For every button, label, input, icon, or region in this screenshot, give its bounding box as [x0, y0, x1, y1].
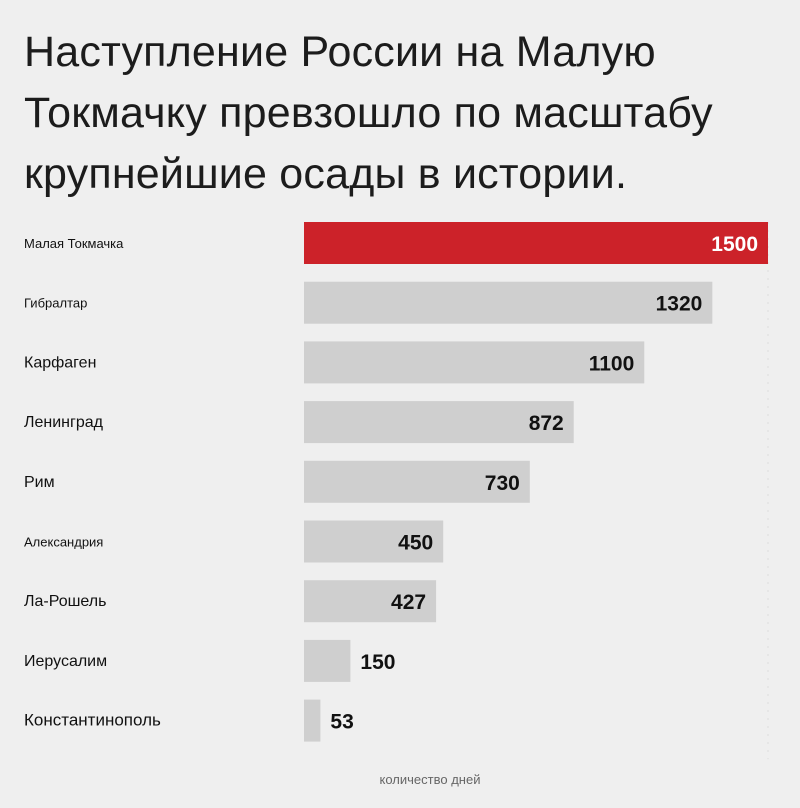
chart-title-line-3: крупнейшие осады в истории. [24, 150, 628, 198]
bar [304, 401, 574, 444]
bar [304, 281, 713, 324]
bar [304, 699, 321, 742]
value-label: 872 [529, 412, 564, 435]
bar-row: Александрия 450 [24, 520, 444, 563]
bar-row: Карфаген 1100 [24, 341, 645, 384]
bar-row: Рим 730 [24, 460, 530, 503]
chart-title-line-2: Токмачку превзошло по масштабу [24, 89, 713, 137]
category-label: Малая Токмачка [24, 236, 124, 251]
chart-title-line-1: Наступление России на Малую [24, 28, 656, 76]
bar-row: Гибралтар 1320 [24, 281, 713, 324]
value-label: 427 [391, 591, 426, 614]
value-label: 53 [330, 711, 353, 734]
bar [304, 341, 645, 384]
bar [304, 580, 437, 623]
bar-row: Константинополь 53 [24, 699, 354, 742]
bar [304, 222, 768, 264]
category-label: Константинополь [24, 711, 161, 730]
category-label: Гибралтар [24, 296, 87, 311]
category-label: Рим [24, 474, 55, 491]
value-label: 730 [485, 472, 520, 495]
value-label: 1100 [589, 352, 635, 375]
category-label: Иерусалим [24, 653, 107, 670]
chart-title: Наступление России на Малую Токмачку пре… [24, 22, 784, 205]
bar-row: Ленинград 872 [24, 401, 574, 444]
category-label: Ла-Рошель [24, 593, 106, 610]
value-label: 1500 [711, 233, 758, 256]
category-label: Ленинград [24, 414, 104, 431]
value-label: 150 [360, 651, 395, 674]
category-label: Александрия [24, 535, 103, 550]
bar-row: Малая Токмачка 1500 [24, 222, 768, 264]
bar-row: Ла-Рошель 427 [24, 580, 437, 623]
bar-row: Иерусалим 150 [24, 639, 395, 682]
value-label: 1320 [656, 293, 703, 316]
category-label: Карфаген [24, 354, 96, 371]
bar [304, 639, 351, 682]
value-label: 450 [398, 532, 433, 555]
bar [304, 460, 530, 503]
x-axis-label: количество дней [379, 772, 481, 787]
bar [304, 520, 444, 563]
